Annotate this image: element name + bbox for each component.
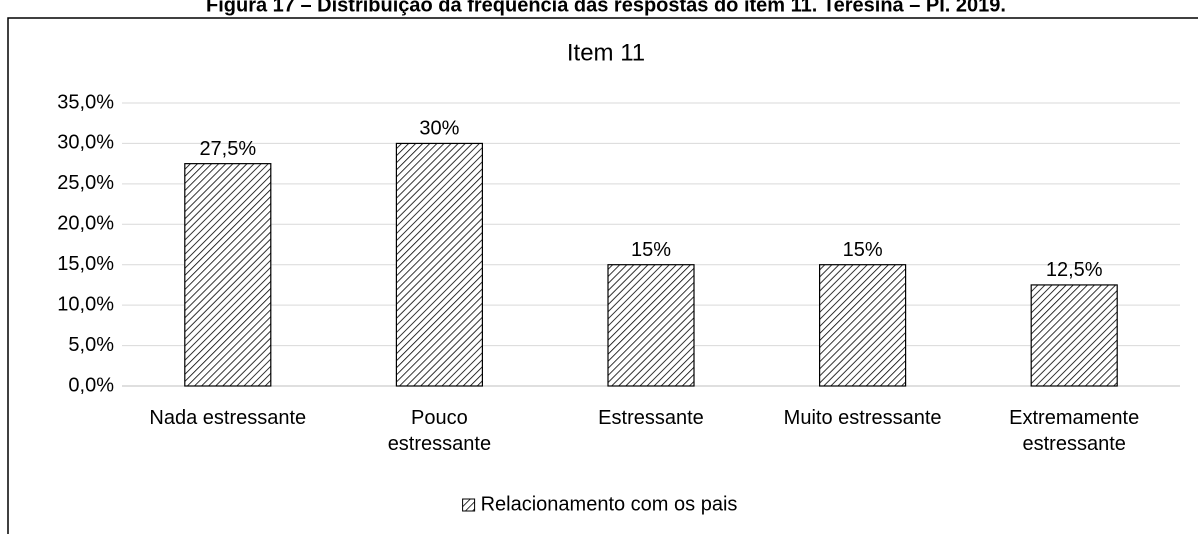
chart-title: Item 11 [567,39,645,66]
bar [395,142,483,387]
y-tick-label: 5,0% [68,334,114,356]
y-tick-label: 30,0% [57,132,114,154]
x-tick-label: Muito estressante [783,407,942,429]
x-tick-label: Extremamente estressante [1009,407,1140,455]
y-tick-label: 15,0% [57,253,114,275]
y-tick-label: 35,0% [57,91,114,113]
legend-swatch [462,498,476,512]
data-label: 30% [419,118,459,140]
y-tick-label: 10,0% [57,293,114,315]
data-label: 27,5% [199,138,256,160]
y-tick-label: 20,0% [57,213,114,235]
x-tick-label: Nada estressante [149,407,307,429]
data-label: 12,5% [1046,259,1103,281]
data-label: 15% [843,239,883,261]
y-tick-label: 25,0% [57,172,114,194]
x-tick-label: Pouco estressante [387,407,492,455]
bar [818,264,907,387]
x-tick-label: Estressante [598,407,704,429]
figure-caption: Figura 17 – Distribuição da frequência d… [206,0,1006,16]
bar [184,163,272,387]
bar [1030,284,1118,387]
y-tick-label: 0,0% [68,374,114,396]
legend-label: Relacionamento com os pais [481,493,738,515]
bar [607,264,695,387]
data-label: 15% [631,239,671,261]
